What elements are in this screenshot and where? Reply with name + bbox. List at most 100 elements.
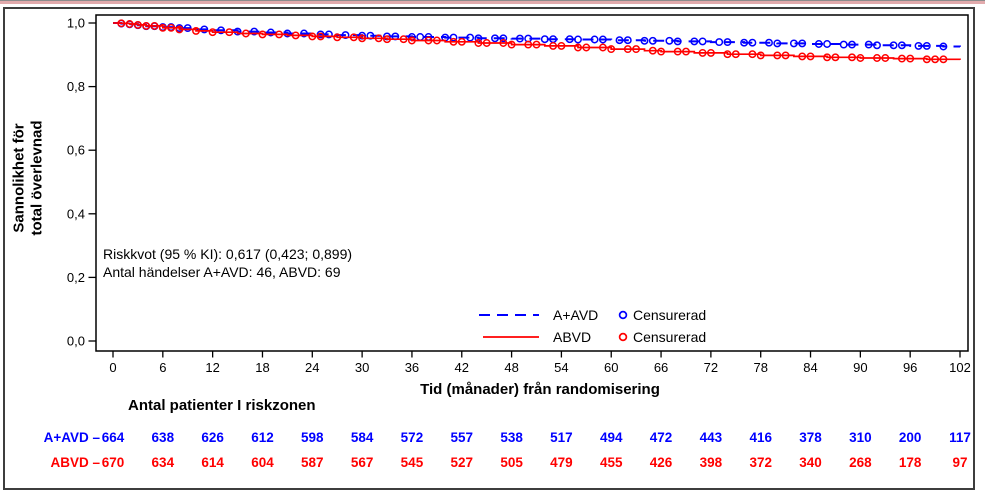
censor-mark-aavd	[690, 37, 699, 46]
censor-mark-abvd	[532, 40, 541, 49]
censor-mark-aavd	[848, 40, 856, 49]
censor-mark-abvd	[358, 34, 367, 43]
censor-mark-abvd	[549, 41, 558, 50]
risk-count: 378	[799, 430, 822, 445]
censor-mark-abvd	[582, 43, 591, 52]
censor-mark-abvd	[432, 36, 441, 45]
x-tick-label: 24	[305, 360, 319, 375]
y-tick-label: 0,0	[67, 334, 85, 349]
risk-count: 200	[898, 430, 922, 445]
censor-mark-aavd	[324, 30, 333, 39]
censor-mark-abvd	[706, 48, 715, 57]
censor-mark-aavd	[740, 38, 749, 47]
censor-mark-aavd	[715, 38, 724, 47]
legend-censored-label-abvd: Censurerad	[633, 329, 707, 345]
plot-border	[95, 14, 969, 352]
legend-label-abvd: ABVD	[553, 329, 592, 345]
censor-mark-abvd	[133, 20, 142, 29]
figure-border	[3, 7, 975, 490]
legend-label-aavd: A+AVD	[553, 307, 599, 323]
censor-mark-abvd	[781, 51, 790, 60]
censor-mark-aavd	[466, 33, 475, 42]
risk-table-title: Antal patienter I riskzonen	[128, 397, 316, 414]
risk-count: 557	[450, 430, 474, 445]
censor-mark-aavd	[698, 37, 707, 46]
x-tick-label: 78	[753, 360, 767, 375]
top-gray-rule	[0, 0, 985, 1]
censor-mark-abvd	[897, 54, 906, 63]
censor-mark-aavd	[889, 41, 898, 50]
censor-mark-aavd	[615, 36, 624, 45]
y-axis-title-line1: Sannolikhet för	[10, 123, 28, 233]
censor-mark-aavd	[515, 34, 524, 43]
y-tick-label: 0,2	[67, 270, 85, 285]
censor-mark-aavd	[789, 39, 798, 48]
censor-mark-aavd	[283, 29, 292, 38]
censor-mark-abvd	[848, 53, 856, 62]
censor-mark-abvd	[349, 33, 358, 42]
censor-mark-abvd	[623, 45, 632, 54]
censor-mark-aavd	[200, 25, 209, 34]
censor-mark-abvd	[574, 43, 582, 52]
censor-mark-aavd	[823, 40, 832, 48]
censor-mark-aavd	[565, 35, 574, 44]
x-tick-label: 42	[455, 360, 469, 375]
risk-count: 664	[101, 430, 125, 445]
censor-mark-abvd	[823, 53, 832, 62]
censor-mark-abvd	[756, 51, 765, 60]
risk-count: 97	[952, 455, 968, 470]
censor-mark-aavd	[449, 33, 458, 42]
censor-mark-abvd	[524, 40, 533, 49]
censor-mark-aavd	[183, 24, 192, 33]
censor-mark-abvd	[208, 28, 217, 37]
risk-count: 545	[400, 455, 424, 470]
censor-mark-abvd	[831, 53, 840, 62]
censor-mark-abvd	[308, 32, 317, 41]
censor-mark-abvd	[175, 25, 184, 34]
y-tick-label: 0,8	[67, 79, 85, 94]
x-tick-label: 96	[903, 360, 917, 375]
censor-mark-abvd	[873, 54, 881, 62]
censor-mark-aavd	[897, 41, 906, 50]
censor-mark-aavd	[574, 35, 582, 44]
censor-mark-abvd	[192, 26, 200, 35]
censor-mark-abvd	[798, 52, 807, 61]
censor-mark-abvd	[383, 35, 391, 44]
censor-mark-abvd	[158, 23, 167, 32]
x-tick-label: 0	[109, 360, 116, 375]
censor-mark-abvd	[607, 45, 616, 54]
censor-mark-abvd	[598, 43, 607, 52]
censor-mark-aavd	[250, 27, 259, 36]
censor-mark-abvd	[482, 39, 491, 47]
censor-mark-aavd	[939, 42, 948, 51]
risk-count: 538	[500, 430, 523, 445]
censor-mark-aavd	[640, 36, 649, 45]
censor-mark-abvd	[316, 32, 325, 41]
legend-censored-label-aavd: Censurerad	[633, 307, 707, 323]
censor-mark-abvd	[449, 37, 458, 46]
censor-mark-abvd	[906, 54, 915, 63]
risk-count: 494	[599, 430, 623, 445]
risk-count: 268	[849, 455, 872, 470]
x-tick-label: 90	[853, 360, 867, 375]
censor-mark-aavd	[765, 38, 773, 47]
censor-mark-aavd	[540, 35, 549, 44]
censor-mark-aavd	[864, 40, 873, 49]
legend-line-aavd	[478, 308, 540, 327]
censor-mark-aavd	[491, 34, 499, 43]
censor-mark-abvd	[125, 20, 134, 28]
censor-mark-abvd	[922, 55, 931, 64]
censor-mark-abvd	[731, 50, 740, 59]
censor-mark-abvd	[399, 35, 408, 44]
x-tick-label: 6	[159, 360, 166, 375]
censor-mark-aavd	[300, 29, 308, 38]
risk-count: 416	[749, 430, 772, 445]
risk-count: 340	[799, 455, 822, 470]
censor-mark-abvd	[773, 51, 782, 60]
risk-count: 614	[201, 455, 224, 470]
x-tick-label: 66	[654, 360, 668, 375]
censor-mark-abvd	[150, 21, 159, 30]
censor-mark-aavd	[623, 36, 632, 45]
risk-count: 117	[949, 430, 971, 445]
censor-mark-abvd	[682, 47, 690, 56]
